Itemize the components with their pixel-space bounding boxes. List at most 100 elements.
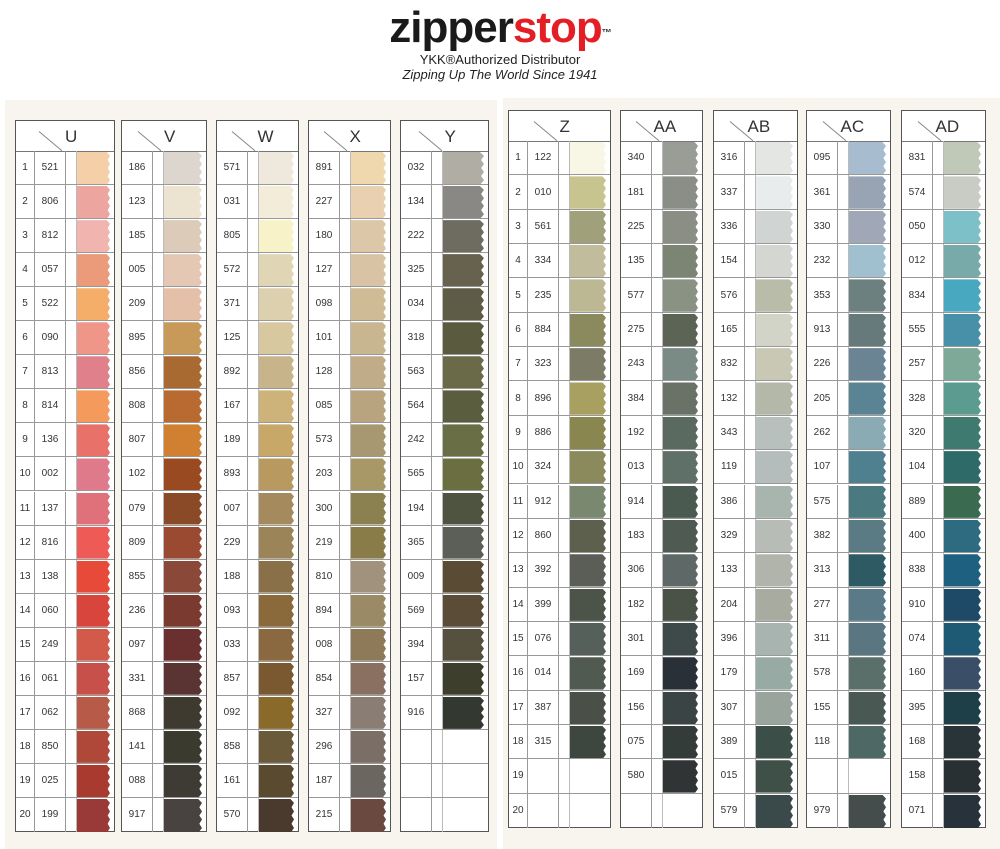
color-row: 565 — [401, 457, 488, 492]
color-row: 7 813 — [16, 355, 114, 390]
color-row: 161 — [217, 763, 298, 798]
cell-divider — [248, 763, 259, 797]
cell-divider — [933, 759, 944, 793]
row-number: 19 — [16, 763, 35, 797]
cell-divider — [652, 175, 663, 209]
cell-divider — [559, 244, 570, 278]
color-code: 300 — [309, 491, 340, 525]
cell-divider — [340, 287, 351, 321]
cell-divider — [745, 209, 756, 244]
color-row: 277 — [807, 587, 890, 622]
color-row: 098 — [309, 287, 390, 322]
cell-divider — [432, 559, 443, 593]
zipper-swatch — [351, 628, 386, 661]
cell-divider — [340, 151, 351, 185]
color-row: 831 — [902, 141, 985, 176]
zipper-swatch — [756, 279, 793, 312]
color-code — [401, 797, 432, 832]
color-row: 222 — [401, 219, 488, 254]
row-number: 15 — [16, 627, 35, 661]
color-code: 186 — [122, 151, 153, 185]
color-code: 571 — [217, 151, 248, 185]
color-code: 118 — [807, 724, 838, 759]
cell-divider — [153, 593, 164, 627]
color-row — [401, 763, 488, 798]
color-code: 896 — [528, 381, 559, 415]
column-header: AA — [621, 111, 702, 142]
color-row: 572 — [217, 253, 298, 288]
color-row: 917 — [122, 797, 206, 832]
color-row: 856 — [122, 355, 206, 390]
zipper-swatch — [570, 416, 606, 450]
color-code: 564 — [401, 389, 432, 423]
color-code: 912 — [528, 484, 559, 518]
row-number: 10 — [16, 457, 35, 491]
cell-divider — [559, 278, 570, 312]
header-divider — [323, 131, 347, 152]
zipper-swatch — [77, 492, 110, 525]
color-code: 805 — [217, 219, 248, 253]
row-number: 3 — [16, 219, 35, 253]
cell-divider — [933, 381, 944, 415]
color-column-x: X 891 227 180 127 098 101 128 085 573 203 300 219 810… — [308, 120, 391, 832]
color-code: 236 — [122, 593, 153, 627]
zipper-swatch — [849, 760, 886, 792]
row-number: 14 — [16, 593, 35, 627]
column-label: AA — [653, 117, 677, 136]
row-number: 8 — [16, 389, 35, 423]
color-row: 107 — [807, 450, 890, 485]
color-code: 917 — [122, 797, 153, 832]
color-row: 257 — [902, 347, 985, 382]
color-code: 189 — [217, 423, 248, 457]
color-code: 137 — [35, 491, 66, 525]
column-label: Z — [559, 117, 570, 136]
cell-divider — [432, 627, 443, 661]
color-code: 337 — [714, 175, 745, 209]
row-number: 2 — [509, 175, 528, 209]
column-header: AB — [714, 111, 797, 142]
zipper-swatch — [443, 220, 484, 253]
color-row: 571 — [217, 151, 298, 186]
zipper-swatch — [944, 657, 981, 690]
color-code: 061 — [35, 661, 66, 695]
zipper-swatch — [570, 451, 606, 484]
color-row: 573 — [309, 423, 390, 458]
zipper-swatch — [570, 519, 606, 553]
color-row: 564 — [401, 389, 488, 424]
color-code: 394 — [401, 627, 432, 661]
color-code: 324 — [528, 450, 559, 484]
color-row: 155 — [807, 690, 890, 725]
cell-divider — [66, 151, 77, 185]
cell-divider — [153, 661, 164, 695]
cell-divider — [933, 450, 944, 484]
cell-divider — [340, 627, 351, 661]
cell-divider — [153, 287, 164, 321]
color-row: 578 — [807, 656, 890, 691]
zipper-swatch — [944, 451, 981, 484]
color-row: 889 — [902, 484, 985, 519]
zipper-swatch — [849, 245, 886, 278]
color-code: 141 — [122, 729, 153, 763]
color-code: 307 — [714, 690, 745, 724]
cell-divider — [559, 312, 570, 347]
column-header: V — [122, 121, 206, 152]
cell-divider — [745, 690, 756, 724]
cell-divider — [652, 484, 663, 518]
cell-divider — [248, 457, 259, 491]
row-number: 11 — [509, 484, 528, 518]
zipper-swatch — [570, 554, 606, 587]
cell-divider — [153, 355, 164, 389]
zipper-swatch — [77, 288, 110, 321]
color-row: 167 — [217, 389, 298, 424]
zipper-swatch — [570, 657, 606, 690]
column-label: Y — [444, 127, 456, 146]
zipper-swatch — [351, 152, 386, 185]
cell-divider — [66, 287, 77, 321]
color-code: 884 — [528, 312, 559, 347]
cell-divider — [933, 244, 944, 278]
color-row: 4 057 — [16, 253, 114, 288]
color-row: 328 — [902, 381, 985, 416]
row-number: 13 — [509, 553, 528, 587]
color-code: 107 — [807, 450, 838, 484]
zipper-swatch — [443, 765, 484, 797]
